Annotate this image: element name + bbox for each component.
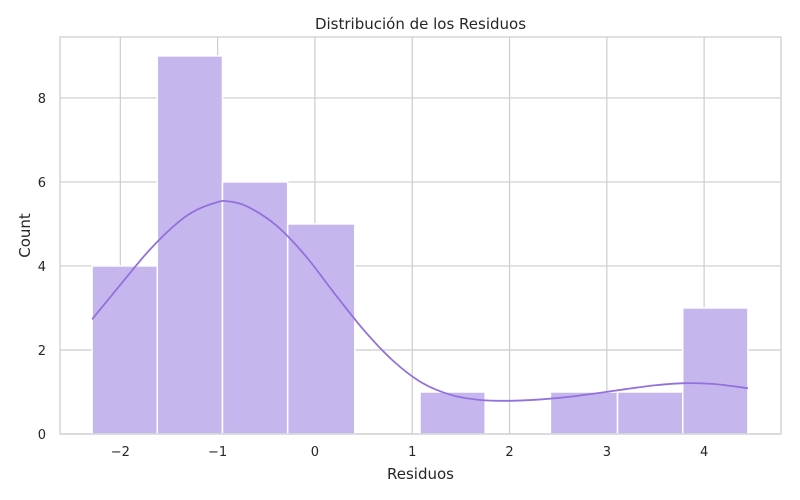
axes-frame (59, 36, 782, 435)
histogram-bar (419, 391, 486, 435)
y-axis-label: Count (16, 213, 34, 258)
x-tick-label: −1 (208, 445, 227, 460)
y-tick-label: 8 (38, 92, 46, 107)
histogram-bar (156, 55, 224, 435)
histogram-bars (91, 55, 749, 435)
x-tick-label: 0 (311, 445, 319, 460)
histogram-bar (91, 265, 159, 435)
histogram-bar (221, 181, 289, 435)
histogram-bar (286, 223, 356, 435)
y-tick-label: 2 (38, 344, 46, 359)
histogram-bar (681, 307, 749, 435)
kde-line (91, 199, 749, 402)
x-axis-label: Residuos (387, 465, 454, 483)
y-tick-label: 6 (38, 176, 46, 191)
chart-title: Distribución de los Residuos (315, 15, 526, 33)
kde-curve-group (91, 199, 749, 402)
x-tick-label: 1 (408, 445, 416, 460)
x-tick-label: 4 (700, 445, 708, 460)
y-tick-labels: 0 2 4 6 8 (38, 92, 46, 443)
x-tick-label: 3 (603, 445, 611, 460)
histogram-bar (616, 391, 684, 435)
x-tick-labels: −2 −1 0 1 2 3 4 (111, 445, 709, 460)
x-tick-label: 2 (505, 445, 513, 460)
y-tick-label: 0 (38, 428, 46, 443)
y-tick-label: 4 (38, 260, 46, 275)
x-tick-label: −2 (111, 445, 130, 460)
